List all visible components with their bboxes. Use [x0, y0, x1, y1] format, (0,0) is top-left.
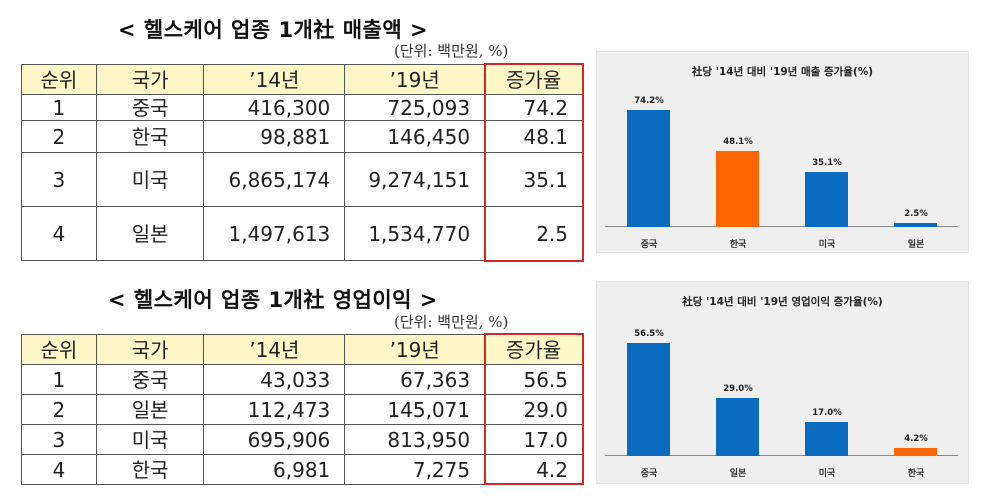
x-tick-label: 미국	[818, 240, 836, 250]
chart-title: 社당 '14년 대비 '19년 영업이익 증가율(%)	[682, 296, 883, 308]
plot-area: 56.5% 29.0% 17.0% 4.2% 중국 일본 미국 한국	[605, 322, 958, 479]
header-country: 국가	[95, 334, 205, 365]
plot-area: 74.2% 48.1% 35.1% 2.5% 중국 한국 미국 일본	[605, 92, 958, 250]
y19-cell: 145,071	[344, 394, 486, 425]
y14-cell: 695,906	[203, 424, 346, 455]
y19-cell: 813,950	[344, 424, 486, 455]
y14-cell: 416,300	[203, 94, 346, 121]
y14-cell: 98,881	[203, 120, 346, 153]
growth-cell: 48.1	[484, 120, 583, 153]
country-cell: 미국	[95, 152, 205, 207]
bar	[894, 447, 937, 456]
y19-cell: 7,275	[344, 454, 486, 485]
chart-title: 社당 '14년 대비 '19년 매출 증가율(%)	[691, 66, 874, 78]
table1-unit: (단위: 백만원, %)	[394, 42, 509, 60]
y19-cell: 67,363	[344, 364, 486, 395]
rank-cell: 3	[21, 424, 97, 455]
bar	[627, 110, 670, 227]
table-row: 3 미국 6,865,174 9,274,151 35.1	[21, 152, 583, 207]
header-rank: 순위	[21, 64, 97, 95]
header-2019: ’19년	[344, 64, 486, 95]
country-cell: 일본	[95, 206, 205, 261]
x-tick-label: 미국	[818, 469, 836, 479]
x-axis-line	[605, 455, 958, 456]
bar-value-label: 56.5%	[634, 329, 664, 339]
country-cell: 한국	[95, 120, 205, 153]
rank-cell: 3	[21, 152, 97, 207]
x-tick-label: 일본	[907, 240, 925, 250]
operating-profit-table: 순위 국가 ’14년 ’19년 증가율 1 중국 43,033 67,363 5…	[21, 334, 583, 485]
rank-cell: 1	[21, 94, 97, 121]
header-rank: 순위	[21, 334, 97, 365]
growth-cell: 74.2	[484, 94, 583, 121]
rank-cell: 2	[21, 394, 97, 425]
header-country: 국가	[95, 64, 205, 95]
bar	[894, 223, 937, 227]
bar	[805, 422, 848, 456]
y14-cell: 1,497,613	[203, 206, 346, 261]
growth-cell: 17.0	[484, 424, 583, 455]
table-row: 1 중국 416,300 725,093 74.2	[21, 94, 583, 121]
x-tick-label: 중국	[640, 240, 658, 250]
bar	[805, 171, 848, 227]
bar-value-label: 29.0%	[723, 384, 753, 394]
table2-title: < 헬스케어 업종 1개社 영업이익 >	[108, 288, 438, 312]
bar-value-label: 2.5%	[904, 209, 928, 220]
y19-cell: 9,274,151	[344, 152, 486, 207]
table-row: 4 일본 1,497,613 1,534,770 2.5	[21, 206, 583, 261]
table-row: 1 중국 43,033 67,363 56.5	[21, 364, 583, 395]
table-row: 3 미국 695,906 813,950 17.0	[21, 424, 583, 455]
country-cell: 중국	[95, 94, 205, 121]
y19-cell: 146,450	[344, 120, 486, 153]
header-2019: ’19년	[344, 334, 486, 365]
y19-cell: 725,093	[344, 94, 486, 121]
header-2014: ’14년	[203, 64, 346, 95]
growth-cell: 35.1	[484, 152, 583, 207]
bar-value-label: 35.1%	[812, 157, 842, 168]
rank-cell: 4	[21, 206, 97, 261]
table-row: 2 일본 112,473 145,071 29.0	[21, 394, 583, 425]
growth-cell: 2.5	[484, 206, 583, 261]
revenue-table: 순위 국가 ’14년 ’19년 증가율 1 중국 416,300 725,093…	[21, 64, 583, 261]
x-tick-label: 한국	[729, 240, 747, 250]
growth-cell: 4.2	[484, 454, 583, 485]
x-tick-label: 일본	[729, 469, 747, 479]
bar-value-label: 74.2%	[634, 96, 664, 106]
bar	[716, 398, 759, 456]
y14-cell: 6,981	[203, 454, 346, 485]
rank-cell: 1	[21, 364, 97, 395]
y14-cell: 6,865,174	[203, 152, 346, 207]
bar-value-label: 4.2%	[904, 433, 928, 444]
bar-value-label: 17.0%	[812, 408, 842, 418]
bar	[627, 343, 670, 456]
x-tick-label: 중국	[640, 469, 658, 479]
table-header-row: 순위 국가 ’14년 ’19년 증가율	[21, 334, 583, 365]
rank-cell: 2	[21, 120, 97, 153]
growth-cell: 29.0	[484, 394, 583, 425]
country-cell: 한국	[95, 454, 205, 485]
table1-title: < 헬스케어 업종 1개社 매출액 >	[118, 18, 429, 42]
country-cell: 중국	[95, 364, 205, 395]
bar	[716, 151, 759, 227]
country-cell: 미국	[95, 424, 205, 455]
table2-unit: (단위: 백만원, %)	[394, 313, 509, 331]
y14-cell: 43,033	[203, 364, 346, 395]
x-tick-label: 한국	[907, 469, 925, 479]
operating-profit-growth-chart: 社당 '14년 대비 '19년 영업이익 증가율(%) 56.5% 29.0% …	[597, 282, 968, 483]
table-row: 2 한국 98,881 146,450 48.1	[21, 120, 583, 153]
revenue-growth-chart: 社당 '14년 대비 '19년 매출 증가율(%) 74.2% 48.1% 35…	[597, 52, 968, 252]
header-2014: ’14년	[203, 334, 346, 365]
country-cell: 일본	[95, 394, 205, 425]
y14-cell: 112,473	[203, 394, 346, 425]
bar-value-label: 48.1%	[723, 137, 753, 148]
growth-cell: 56.5	[484, 364, 583, 395]
header-growth: 증가율	[484, 64, 583, 95]
x-axis-line	[605, 226, 958, 227]
rank-cell: 4	[21, 454, 97, 485]
table-row: 4 한국 6,981 7,275 4.2	[21, 454, 583, 485]
table-header-row: 순위 국가 ’14년 ’19년 증가율	[21, 64, 583, 95]
header-growth: 증가율	[484, 334, 583, 365]
y19-cell: 1,534,770	[344, 206, 486, 261]
